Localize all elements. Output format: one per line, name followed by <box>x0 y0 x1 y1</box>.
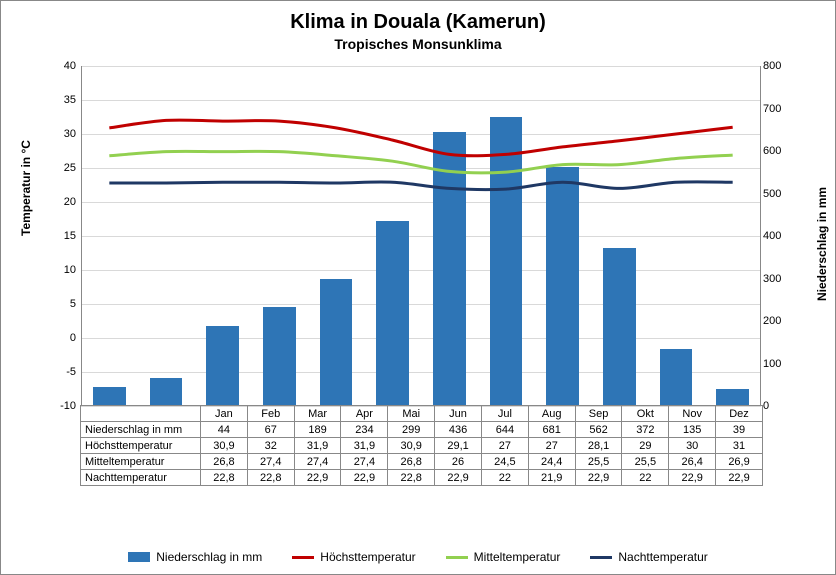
table-cell: 22,9 <box>435 470 482 486</box>
legend-night: Nachttemperatur <box>590 550 707 564</box>
table-cell: 562 <box>575 422 622 438</box>
y-axis-right-label: Niederschlag in mm <box>815 187 829 301</box>
table-cell: 24,4 <box>528 454 575 470</box>
legend-mean: Mitteltemperatur <box>446 550 561 564</box>
table-cell: 24,5 <box>481 454 528 470</box>
table-cell: 31 <box>716 438 763 454</box>
table-cell: 372 <box>622 422 669 438</box>
month-header: Jul <box>481 406 528 422</box>
legend-bar-swatch <box>128 552 150 562</box>
table-cell: 26,8 <box>201 454 248 470</box>
table-cell: 32 <box>247 438 294 454</box>
table-cell: 234 <box>341 422 388 438</box>
table-cell: 22,9 <box>716 470 763 486</box>
chart-subtitle: Tropisches Monsunklima <box>1 34 835 52</box>
table-cell: 22 <box>622 470 669 486</box>
table-cell: 22 <box>481 470 528 486</box>
table-cell: 681 <box>528 422 575 438</box>
legend-precip-label: Niederschlag in mm <box>156 550 262 564</box>
legend-high: Höchsttemperatur <box>292 550 415 564</box>
month-header: Feb <box>247 406 294 422</box>
table-cell: 135 <box>669 422 716 438</box>
table-cell: 26,4 <box>669 454 716 470</box>
plot-area <box>81 66 761 406</box>
table-cell: 30,9 <box>388 438 435 454</box>
table-cell: 299 <box>388 422 435 438</box>
table-cell: 436 <box>435 422 482 438</box>
month-header: Okt <box>622 406 669 422</box>
table-cell: 189 <box>294 422 341 438</box>
table-cell: 26 <box>435 454 482 470</box>
table-cell: Nachttemperatur <box>81 470 201 486</box>
table-cell: 26,8 <box>388 454 435 470</box>
table-cell: 31,9 <box>294 438 341 454</box>
legend: Niederschlag in mm Höchsttemperatur Mitt… <box>1 550 835 564</box>
table-cell: 27 <box>481 438 528 454</box>
month-header: Nov <box>669 406 716 422</box>
table-cell: 21,9 <box>528 470 575 486</box>
table-cell: 27,4 <box>341 454 388 470</box>
table-corner <box>81 406 201 422</box>
table-cell: 29,1 <box>435 438 482 454</box>
table-cell: 27,4 <box>294 454 341 470</box>
legend-precip: Niederschlag in mm <box>128 550 262 564</box>
table-cell: 28,1 <box>575 438 622 454</box>
y-axis-left-label: Temperatur in °C <box>19 140 33 236</box>
table-cell: Mitteltemperatur <box>81 454 201 470</box>
table-cell: 22,9 <box>669 470 716 486</box>
plot-border <box>81 66 761 406</box>
table-cell: 22,8 <box>201 470 248 486</box>
table-cell: 31,9 <box>341 438 388 454</box>
table-cell: Niederschlag in mm <box>81 422 201 438</box>
month-header: Jun <box>435 406 482 422</box>
month-header: Apr <box>341 406 388 422</box>
table-cell: 644 <box>481 422 528 438</box>
table-cell: 39 <box>716 422 763 438</box>
table-cell: 29 <box>622 438 669 454</box>
table-cell: 67 <box>247 422 294 438</box>
month-header: Aug <box>528 406 575 422</box>
y-axis-left: -10-50510152025303540 <box>46 66 78 406</box>
legend-high-label: Höchsttemperatur <box>320 550 415 564</box>
month-header: Dez <box>716 406 763 422</box>
table-cell: 30 <box>669 438 716 454</box>
table-cell: 22,9 <box>575 470 622 486</box>
table-cell: 30,9 <box>201 438 248 454</box>
legend-night-label: Nachttemperatur <box>618 550 707 564</box>
legend-line-swatch-mean <box>446 556 468 559</box>
table-cell: 22,9 <box>294 470 341 486</box>
table-cell: 25,5 <box>575 454 622 470</box>
table-cell: Höchsttemperatur <box>81 438 201 454</box>
climate-chart: Klima in Douala (Kamerun) Tropisches Mon… <box>0 0 836 575</box>
month-header: Mar <box>294 406 341 422</box>
month-header: Mai <box>388 406 435 422</box>
y-axis-right: 0100200300400500600700800 <box>763 66 803 406</box>
table-cell: 22,8 <box>388 470 435 486</box>
table-cell: 22,9 <box>341 470 388 486</box>
month-header: Jan <box>201 406 248 422</box>
table-cell: 27,4 <box>247 454 294 470</box>
table-cell: 27 <box>528 438 575 454</box>
legend-mean-label: Mitteltemperatur <box>474 550 561 564</box>
data-table: JanFebMarAprMaiJunJulAugSepOktNovDez Nied… <box>80 405 763 486</box>
table-cell: 44 <box>201 422 248 438</box>
table-cell: 25,5 <box>622 454 669 470</box>
legend-line-swatch-high <box>292 556 314 559</box>
legend-line-swatch-night <box>590 556 612 559</box>
chart-title: Klima in Douala (Kamerun) <box>1 1 835 34</box>
month-header: Sep <box>575 406 622 422</box>
table-cell: 26,9 <box>716 454 763 470</box>
table-cell: 22,8 <box>247 470 294 486</box>
